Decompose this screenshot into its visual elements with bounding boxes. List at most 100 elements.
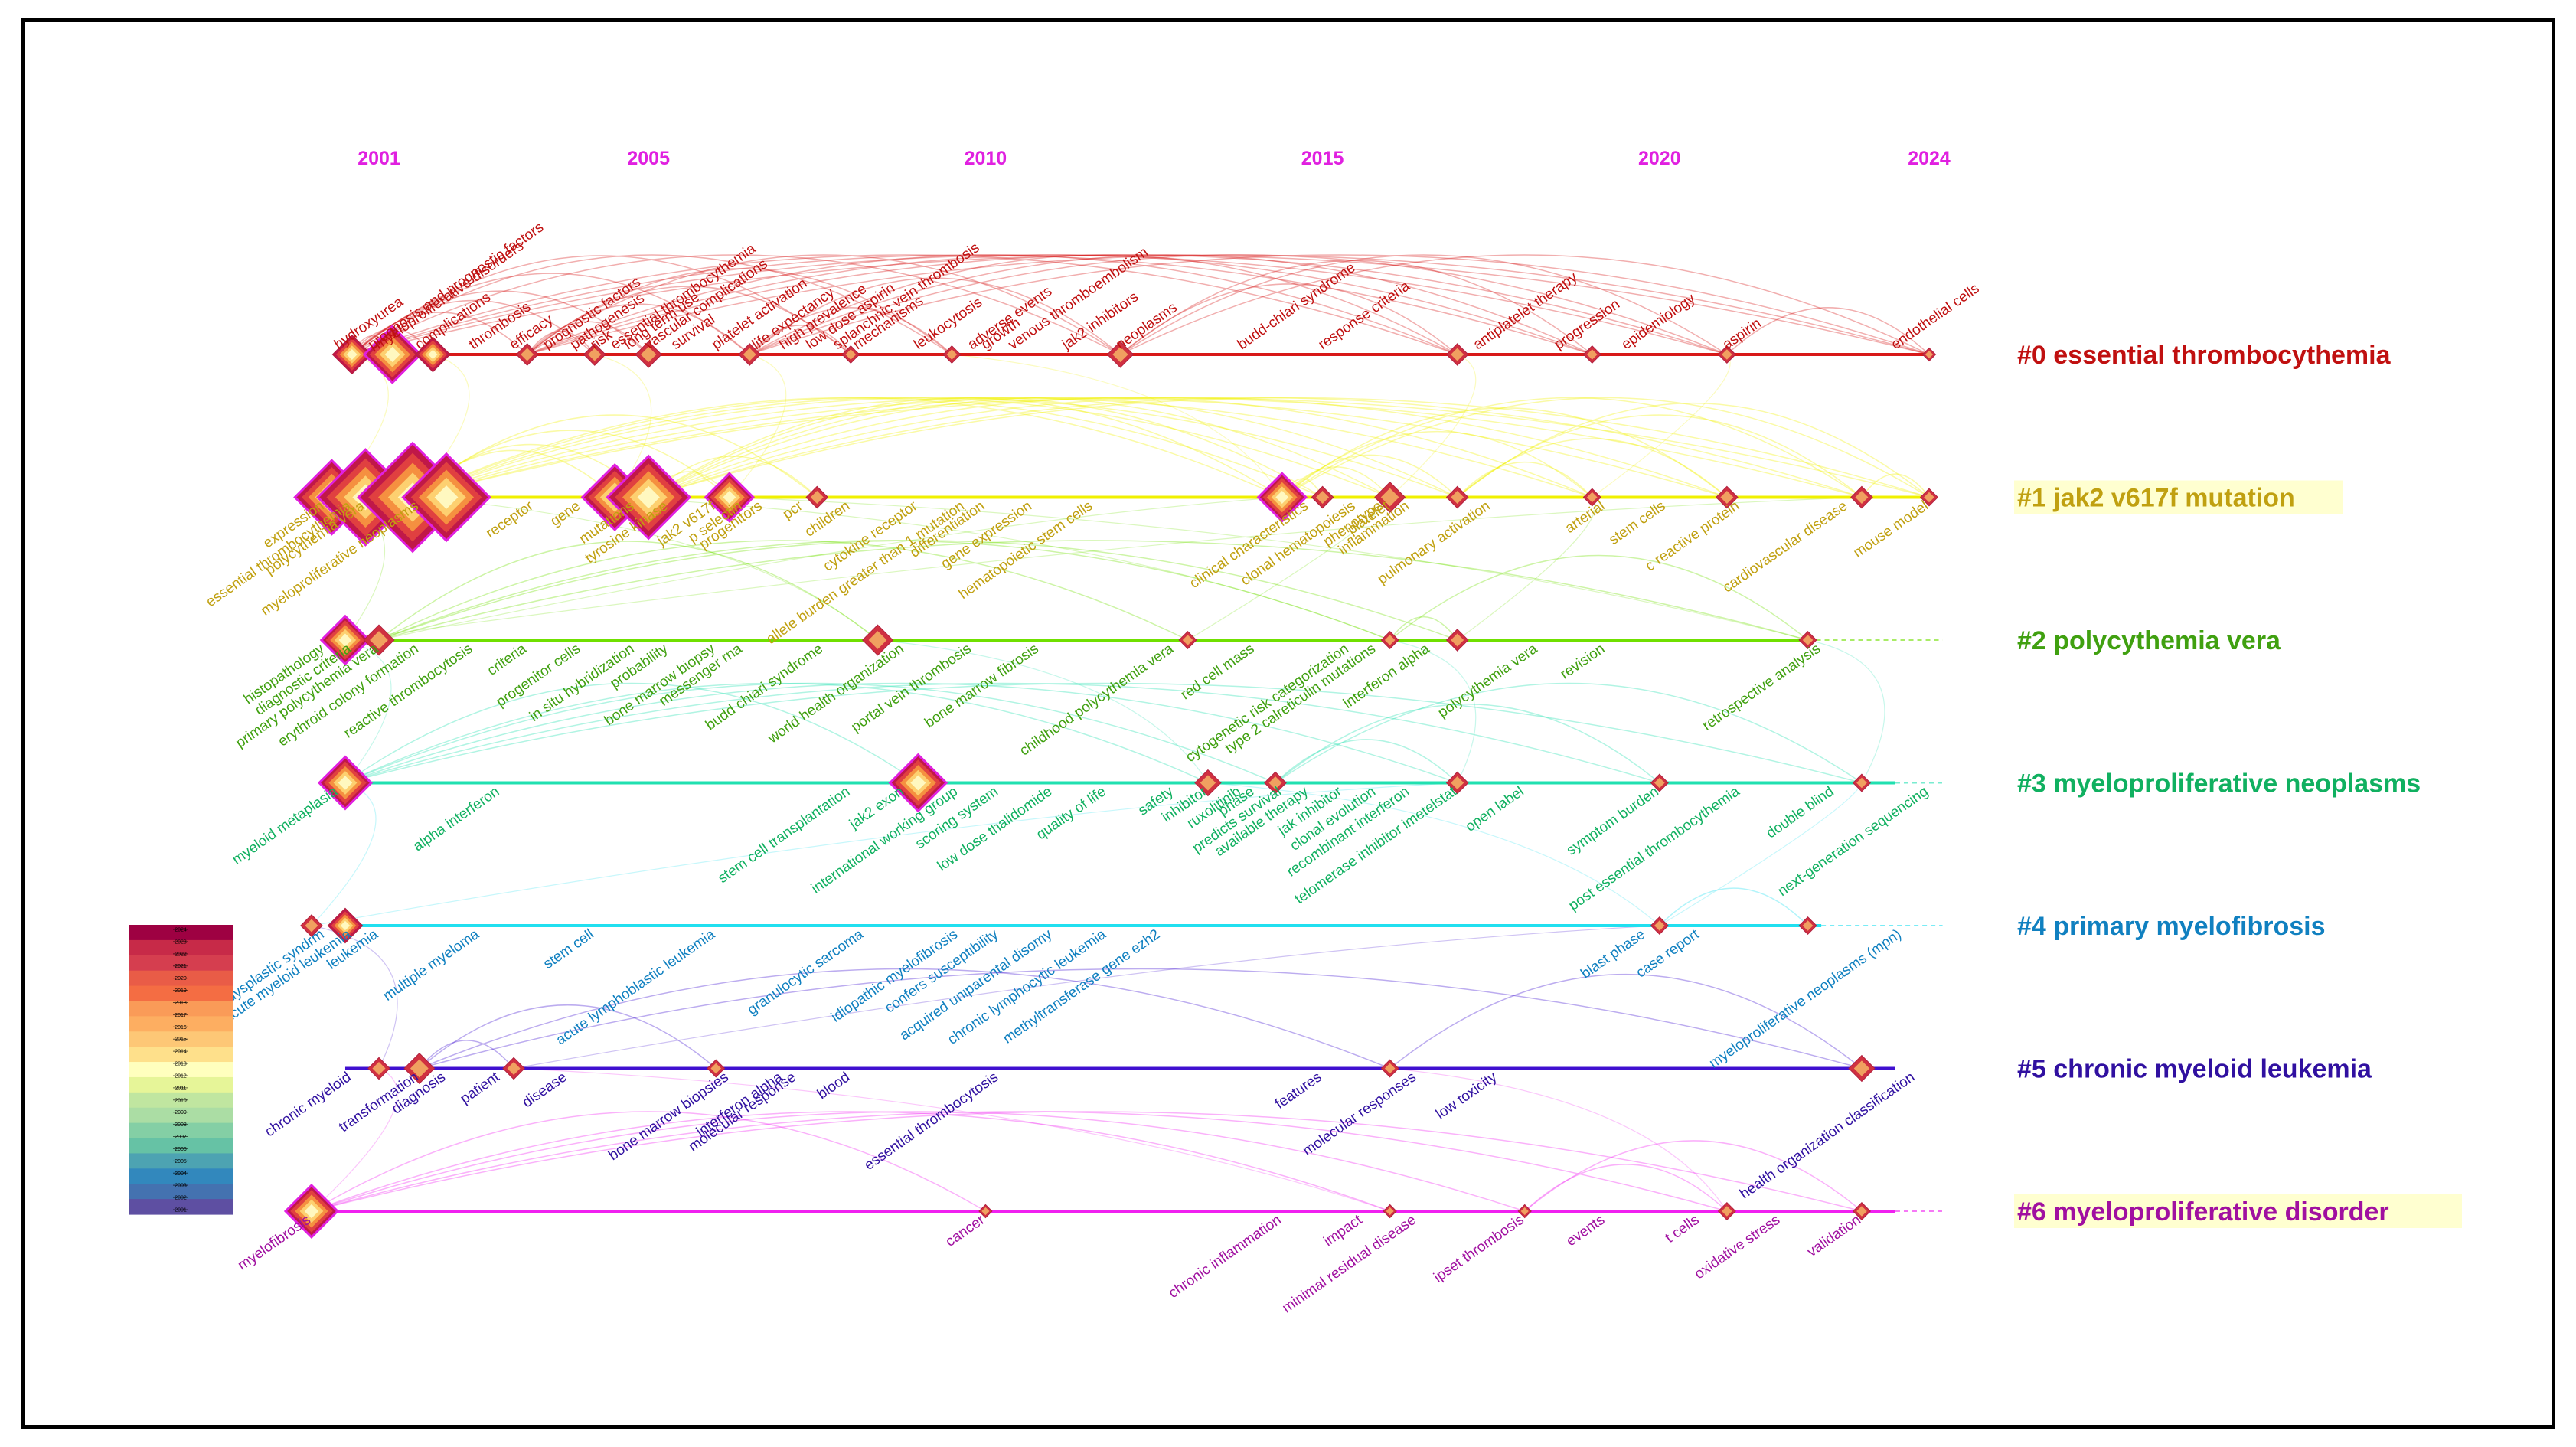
keyword-node[interactable] [327,907,364,944]
keyword-node[interactable] [1178,630,1197,650]
keyword-label[interactable]: events [1563,1212,1608,1249]
keyword-label[interactable]: blood [815,1069,853,1102]
keyword-label[interactable]: validation [1804,1212,1864,1260]
keyword-label[interactable]: stem cells [1606,498,1668,548]
keyword-node[interactable] [1445,771,1469,795]
keyword-label[interactable]: progression [1552,296,1623,353]
keyword-node[interactable] [362,325,423,384]
keyword-node[interactable] [1717,1201,1736,1221]
cluster-label-4[interactable]: #4 primary myelofibrosis [2017,912,2326,941]
keyword-label[interactable]: children [802,498,854,540]
keyword-label[interactable]: gene [547,498,583,529]
keyword-label[interactable]: bone marrow fibrosis [922,641,1041,731]
keyword-label[interactable]: health organization classification [1737,1069,1918,1202]
keyword-node[interactable] [1650,773,1669,792]
cluster-label-6[interactable]: #6 myeloproliferative disorder [2017,1197,2389,1227]
keyword-node[interactable] [283,1183,340,1240]
keyword-node[interactable] [1852,1201,1871,1221]
keyword-label[interactable]: receptor [483,498,537,542]
keyword-label[interactable]: open label [1463,783,1527,835]
keyword-label[interactable]: t cells [1663,1212,1703,1246]
keyword-label[interactable]: myeloproliferative neoplasms (mpn) [1706,926,1905,1072]
keyword-node[interactable] [1852,773,1871,792]
keyword-node[interactable] [1380,1059,1399,1078]
keyword-label[interactable]: disease [520,1069,570,1111]
keyword-label[interactable]: post essential thrombocythemia [1566,783,1742,914]
keyword-node[interactable] [1256,472,1308,523]
keyword-label[interactable]: low toxicity [1433,1069,1500,1122]
keyword-node[interactable] [1383,1204,1397,1219]
keyword-label[interactable]: aspirin [1720,315,1765,353]
keyword-node[interactable] [1445,485,1469,509]
keyword-node[interactable] [1919,488,1939,507]
keyword-node[interactable] [317,755,374,811]
keyword-node[interactable] [363,624,395,656]
keyword-node[interactable] [1848,1054,1876,1083]
cluster-label-0[interactable]: #0 essential thrombocythemia [2017,341,2392,370]
keyword-label[interactable]: features [1272,1069,1324,1112]
keyword-node[interactable] [635,341,662,368]
keyword-label[interactable]: patient [458,1069,503,1107]
keyword-node[interactable] [888,753,948,813]
keyword-label[interactable]: myeloid metaplasia [230,783,341,868]
keyword-node[interactable] [583,343,606,366]
keyword-node[interactable] [403,1052,436,1085]
keyword-node[interactable] [1650,916,1669,936]
keyword-node[interactable] [331,334,372,375]
keyword-label[interactable]: criteria [485,641,530,679]
keyword-node[interactable] [805,485,829,509]
keyword-node[interactable] [1717,345,1736,364]
keyword-node[interactable] [738,343,762,366]
keyword-node[interactable] [1264,771,1287,795]
keyword-label[interactable]: double blind [1764,783,1837,841]
keyword-node[interactable] [319,614,371,666]
keyword-label[interactable]: pcr [780,498,806,523]
keyword-node[interactable] [401,452,491,543]
keyword-node[interactable] [1921,347,1937,362]
keyword-label[interactable]: arterial [1562,498,1608,537]
cluster-label-2[interactable]: #2 polycythemia vera [2017,626,2281,655]
keyword-node[interactable] [1106,341,1135,368]
cluster-label-1[interactable]: #1 jak2 v617f mutation [2017,484,2295,513]
keyword-label[interactable]: alpha interferon [410,783,502,854]
keyword-node[interactable] [862,624,894,656]
keyword-label[interactable]: childhood polycythemia vera [1017,641,1177,759]
keyword-node[interactable] [1798,916,1817,936]
keyword-node[interactable] [1517,1204,1532,1219]
keyword-node[interactable] [942,345,962,364]
keyword-label[interactable]: retrospective analysis [1699,641,1823,734]
keyword-node[interactable] [415,336,451,373]
keyword-node[interactable] [978,1204,993,1219]
keyword-node[interactable] [1850,485,1873,509]
keyword-node[interactable] [1582,345,1601,364]
keyword-node[interactable] [704,472,756,523]
keyword-node[interactable] [1798,630,1817,650]
keyword-node[interactable] [1194,769,1222,797]
keyword-label[interactable]: essential thrombocytosis [861,1069,1001,1174]
keyword-node[interactable] [1380,630,1399,650]
keyword-node[interactable] [1374,481,1406,514]
keyword-label[interactable]: stem cell [540,926,596,972]
keyword-label[interactable]: endothelial cells [1889,280,1983,353]
keyword-node[interactable] [707,1059,726,1078]
keyword-label[interactable]: myelofibrosis [235,1212,314,1274]
keyword-node[interactable] [300,914,323,937]
keyword-node[interactable] [367,1057,390,1080]
cluster-label-3[interactable]: #3 myeloproliferative neoplasms [2017,769,2421,799]
keyword-label[interactable]: multiple myeloma [380,926,482,1004]
keyword-label[interactable]: ipset thrombosis [1431,1212,1526,1286]
keyword-label[interactable]: revision [1558,641,1608,683]
keyword-node[interactable] [515,343,539,366]
keyword-node[interactable] [502,1057,525,1080]
cluster-label-5[interactable]: #5 chronic myeloid leukemia [2017,1055,2372,1084]
keyword-node[interactable] [1582,488,1601,507]
keyword-node[interactable] [1445,343,1469,366]
keyword-node[interactable] [1445,629,1469,652]
keyword-label[interactable]: impact [1321,1211,1365,1249]
keyword-label[interactable]: cancer [942,1212,988,1250]
keyword-node[interactable] [606,454,692,541]
keyword-node[interactable] [841,345,860,364]
keyword-node[interactable] [1716,485,1739,509]
keyword-label[interactable]: oxidative stress [1692,1212,1783,1282]
keyword-label[interactable]: next-generation sequencing [1775,783,1931,900]
